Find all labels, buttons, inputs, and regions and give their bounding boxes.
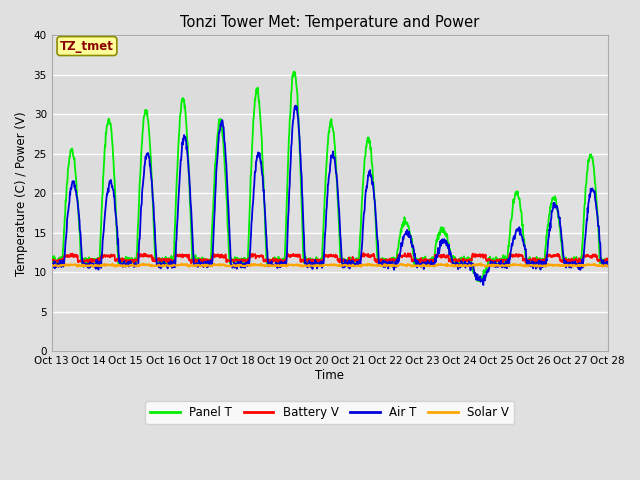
Line: Solar V: Solar V bbox=[52, 264, 608, 267]
Text: TZ_tmet: TZ_tmet bbox=[60, 39, 114, 52]
Panel T bbox=[172, 214, 179, 219]
Solar V bbox=[234, 263, 242, 269]
Legend: Panel T, Battery V, Air T, Solar V: Panel T, Battery V, Air T, Solar V bbox=[145, 401, 514, 424]
Bar bbox=[52, 75, 608, 114]
Bar bbox=[52, 233, 608, 272]
Battery V bbox=[360, 250, 367, 256]
Air T bbox=[479, 282, 487, 288]
Battery V bbox=[538, 258, 546, 264]
Y-axis label: Temperature (C) / Power (V): Temperature (C) / Power (V) bbox=[15, 111, 28, 276]
Battery V bbox=[172, 252, 179, 258]
Line: Panel T: Panel T bbox=[52, 72, 608, 282]
Air T bbox=[234, 259, 241, 265]
Bar bbox=[52, 154, 608, 193]
Battery V bbox=[158, 256, 166, 262]
Solar V bbox=[74, 264, 81, 270]
Solar V bbox=[158, 263, 166, 268]
Panel T bbox=[538, 257, 546, 263]
Bar bbox=[52, 36, 608, 75]
Bar bbox=[52, 312, 608, 351]
Air T bbox=[538, 260, 546, 266]
Line: Battery V: Battery V bbox=[52, 253, 608, 264]
Title: Tonzi Tower Met: Temperature and Power: Tonzi Tower Met: Temperature and Power bbox=[180, 15, 479, 30]
Air T bbox=[604, 259, 612, 265]
Panel T bbox=[234, 259, 241, 264]
Air T bbox=[490, 263, 497, 268]
Solar V bbox=[172, 263, 180, 269]
Air T bbox=[172, 261, 179, 266]
Panel T bbox=[477, 279, 484, 285]
Solar V bbox=[538, 264, 546, 269]
Air T bbox=[158, 264, 166, 270]
Line: Air T: Air T bbox=[52, 106, 608, 285]
Battery V bbox=[490, 258, 497, 264]
Bar bbox=[52, 114, 608, 154]
Bar bbox=[52, 193, 608, 233]
Solar V bbox=[48, 262, 56, 267]
Bar bbox=[52, 272, 608, 312]
Solar V bbox=[490, 263, 497, 269]
Air T bbox=[292, 103, 300, 108]
Solar V bbox=[604, 264, 612, 269]
Panel T bbox=[490, 257, 497, 263]
Battery V bbox=[243, 261, 250, 266]
Panel T bbox=[158, 261, 166, 266]
Solar V bbox=[477, 261, 484, 266]
Battery V bbox=[417, 256, 424, 262]
X-axis label: Time: Time bbox=[315, 369, 344, 382]
Battery V bbox=[48, 257, 56, 263]
Battery V bbox=[234, 258, 241, 264]
Panel T bbox=[48, 254, 56, 260]
Panel T bbox=[291, 69, 298, 74]
Battery V bbox=[604, 258, 612, 264]
Panel T bbox=[604, 260, 612, 266]
Air T bbox=[417, 263, 424, 269]
Panel T bbox=[417, 260, 424, 266]
Solar V bbox=[417, 263, 424, 269]
Air T bbox=[48, 261, 56, 266]
